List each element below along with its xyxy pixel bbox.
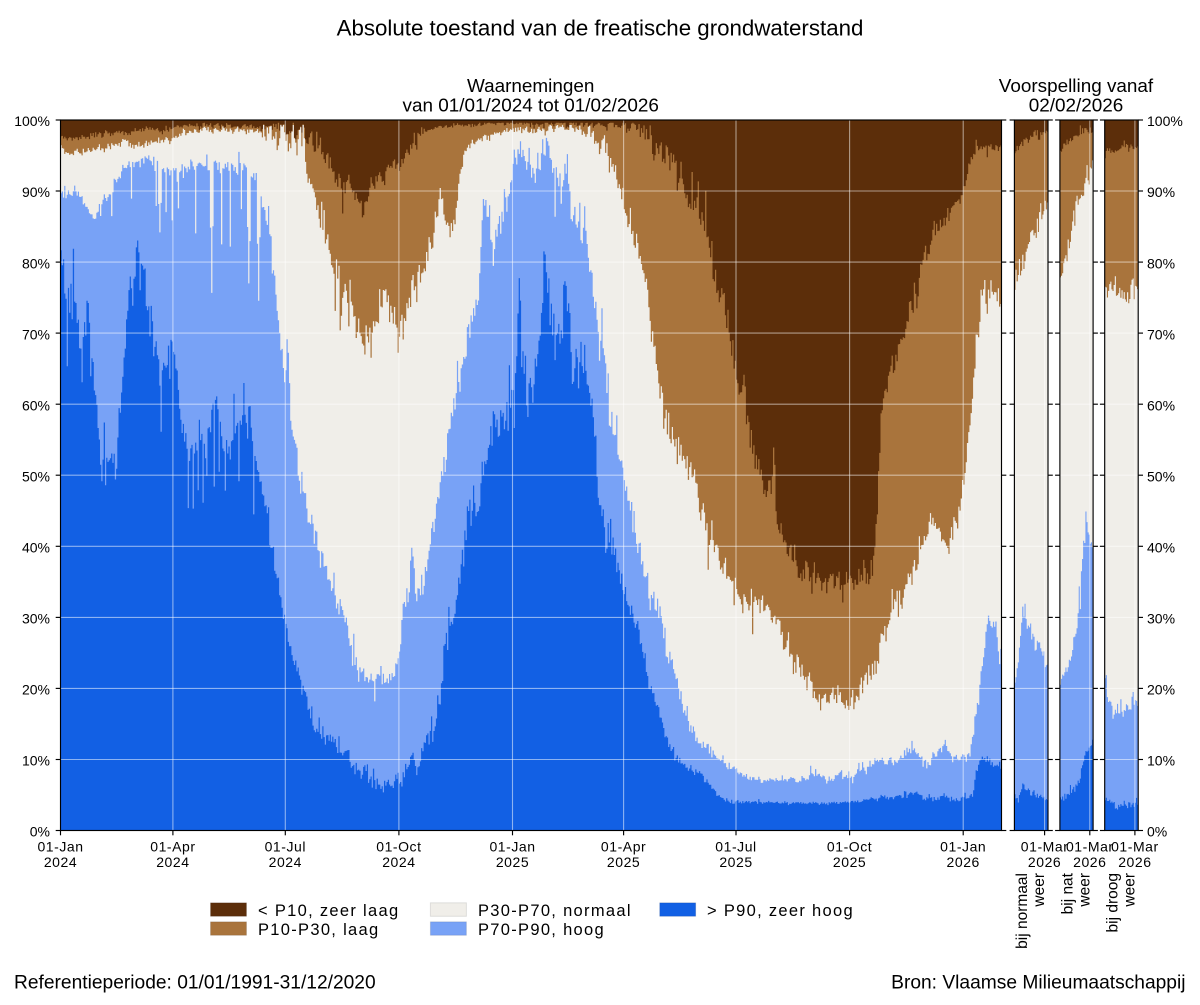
- svg-text:30%: 30%: [22, 611, 50, 627]
- svg-text:bij nat: bij nat: [1060, 872, 1077, 914]
- svg-text:60%: 60%: [22, 397, 50, 413]
- svg-text:02/02/2026: 02/02/2026: [1029, 96, 1124, 117]
- svg-text:01-Mar: 01-Mar: [1066, 838, 1114, 854]
- svg-text:2025: 2025: [496, 854, 529, 870]
- svg-text:01-Mar: 01-Mar: [1111, 838, 1159, 854]
- svg-text:2026: 2026: [1118, 854, 1151, 870]
- svg-text:50%: 50%: [22, 468, 50, 484]
- svg-text:2026: 2026: [1073, 854, 1106, 870]
- svg-text:60%: 60%: [1147, 397, 1175, 413]
- svg-text:weer: weer: [1122, 873, 1139, 908]
- svg-text:Waarnemingen: Waarnemingen: [467, 76, 594, 97]
- svg-text:80%: 80%: [22, 255, 50, 271]
- svg-text:2024: 2024: [269, 854, 302, 870]
- svg-text:Bron: Vlaamse Milieumaatschapp: Bron: Vlaamse Milieumaatschappij: [891, 973, 1185, 994]
- svg-text:2025: 2025: [833, 854, 866, 870]
- svg-text:2025: 2025: [719, 854, 752, 870]
- svg-text:01-Jan: 01-Jan: [940, 838, 986, 854]
- svg-text:2024: 2024: [382, 854, 415, 870]
- svg-text:0%: 0%: [1147, 824, 1167, 840]
- svg-text:01-Oct: 01-Oct: [376, 838, 421, 854]
- svg-text:01-Jul: 01-Jul: [265, 838, 306, 854]
- svg-text:01-Mar: 01-Mar: [1021, 838, 1069, 854]
- svg-text:P70-P90, hoog: P70-P90, hoog: [478, 921, 605, 939]
- svg-text:van 01/01/2024 tot 01/02/2026: van 01/01/2024 tot 01/02/2026: [403, 96, 659, 117]
- svg-text:P30-P70, normaal: P30-P70, normaal: [478, 902, 632, 920]
- svg-text:Referentieperiode: 01/01/1991-: Referentieperiode: 01/01/1991-31/12/2020: [14, 973, 376, 994]
- svg-text:50%: 50%: [1147, 468, 1175, 484]
- svg-text:weer: weer: [1077, 873, 1094, 908]
- svg-text:40%: 40%: [22, 540, 50, 556]
- svg-text:Voorspelling vanaf: Voorspelling vanaf: [999, 76, 1154, 97]
- svg-text:01-Apr: 01-Apr: [601, 838, 646, 854]
- svg-text:10%: 10%: [22, 753, 50, 769]
- svg-text:90%: 90%: [1147, 184, 1175, 200]
- svg-text:bij droog: bij droog: [1105, 873, 1122, 932]
- svg-text:P10-P30, laag: P10-P30, laag: [258, 921, 379, 939]
- svg-text:01-Jan: 01-Jan: [37, 838, 83, 854]
- svg-text:weer: weer: [1031, 873, 1048, 908]
- svg-text:70%: 70%: [1147, 326, 1175, 342]
- svg-text:< P10, zeer laag: < P10, zeer laag: [258, 902, 399, 920]
- svg-text:100%: 100%: [1147, 113, 1183, 129]
- svg-text:2024: 2024: [44, 854, 77, 870]
- svg-text:100%: 100%: [14, 113, 50, 129]
- svg-text:40%: 40%: [1147, 540, 1175, 556]
- svg-text:01-Jul: 01-Jul: [715, 838, 756, 854]
- svg-text:90%: 90%: [22, 184, 50, 200]
- svg-text:2026: 2026: [1028, 854, 1061, 870]
- svg-text:2025: 2025: [607, 854, 640, 870]
- svg-text:70%: 70%: [22, 326, 50, 342]
- svg-text:20%: 20%: [1147, 682, 1175, 698]
- svg-text:01-Jan: 01-Jan: [489, 838, 535, 854]
- svg-text:20%: 20%: [22, 682, 50, 698]
- svg-text:2024: 2024: [156, 854, 189, 870]
- svg-text:30%: 30%: [1147, 611, 1175, 627]
- svg-text:Absolute toestand van de freat: Absolute toestand van de freatische gron…: [337, 16, 864, 41]
- svg-text:> P90, zeer hoog: > P90, zeer hoog: [707, 902, 854, 920]
- svg-text:01-Oct: 01-Oct: [827, 838, 872, 854]
- svg-text:01-Apr: 01-Apr: [150, 838, 195, 854]
- svg-text:bij normaal: bij normaal: [1014, 873, 1031, 949]
- svg-text:80%: 80%: [1147, 255, 1175, 271]
- svg-text:10%: 10%: [1147, 753, 1175, 769]
- svg-text:0%: 0%: [30, 824, 50, 840]
- svg-text:2026: 2026: [947, 854, 980, 870]
